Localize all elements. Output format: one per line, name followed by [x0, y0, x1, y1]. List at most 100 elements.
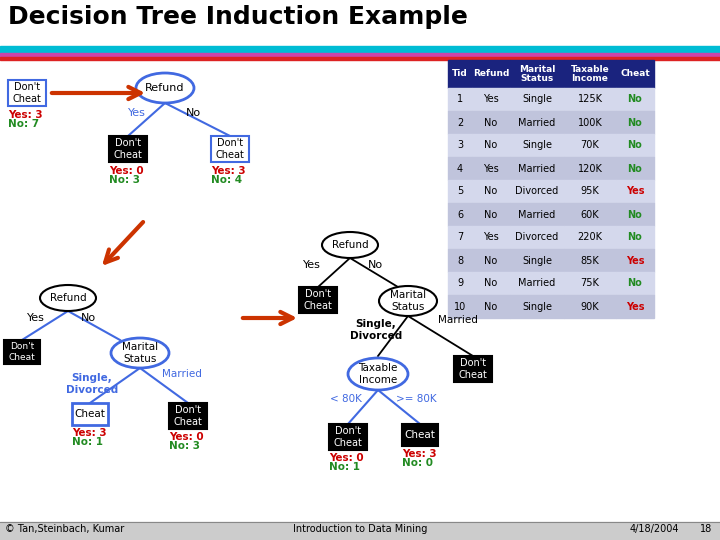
Text: Yes: Yes: [483, 233, 499, 242]
Text: 9: 9: [457, 279, 463, 288]
Text: 120K: 120K: [577, 164, 603, 173]
Text: Don't
Cheat: Don't Cheat: [215, 138, 244, 160]
Bar: [564, 134, 616, 157]
Text: Don't
Cheat: Don't Cheat: [174, 405, 202, 427]
Bar: [448, 180, 472, 203]
Text: Married: Married: [438, 315, 478, 325]
Text: 4: 4: [457, 164, 463, 173]
Text: 7: 7: [457, 233, 463, 242]
Bar: [510, 226, 564, 249]
Text: No: 1: No: 1: [72, 437, 103, 447]
Text: Refund: Refund: [332, 240, 369, 250]
Text: Decision Tree Induction Example: Decision Tree Induction Example: [8, 5, 468, 29]
Text: 8: 8: [457, 255, 463, 266]
Bar: [510, 272, 564, 295]
FancyBboxPatch shape: [211, 136, 249, 162]
Text: No: 1: No: 1: [329, 462, 360, 472]
Text: Don't
Cheat: Don't Cheat: [459, 358, 487, 380]
Bar: [472, 272, 510, 295]
Text: Refund: Refund: [473, 70, 509, 78]
Text: 2: 2: [457, 118, 463, 127]
Text: 85K: 85K: [580, 255, 599, 266]
FancyBboxPatch shape: [454, 356, 492, 382]
Text: 4/18/2004: 4/18/2004: [630, 524, 680, 534]
Bar: [616, 226, 654, 249]
Ellipse shape: [379, 286, 437, 316]
Text: © Tan,Steinbach, Kumar: © Tan,Steinbach, Kumar: [5, 524, 125, 534]
Bar: [448, 134, 472, 157]
Text: Married: Married: [162, 369, 202, 379]
Text: Don't
Cheat: Don't Cheat: [12, 82, 42, 104]
Bar: [510, 134, 564, 157]
FancyBboxPatch shape: [329, 424, 367, 450]
Text: Yes: 3: Yes: 3: [8, 110, 42, 120]
Bar: [616, 134, 654, 157]
Text: No: No: [485, 210, 498, 219]
Text: Cheat: Cheat: [75, 409, 105, 419]
Text: No: No: [628, 94, 642, 105]
Text: No: No: [485, 255, 498, 266]
Bar: [0, 522, 720, 540]
Text: Yes: Yes: [128, 108, 146, 118]
Bar: [510, 111, 564, 134]
Bar: [472, 226, 510, 249]
Text: No: No: [485, 279, 498, 288]
Text: No: 3: No: 3: [169, 441, 200, 451]
Text: Yes: Yes: [626, 255, 644, 266]
Bar: [564, 157, 616, 180]
Bar: [616, 88, 654, 111]
Text: Don't
Cheat: Don't Cheat: [333, 426, 362, 448]
Text: 75K: 75K: [580, 279, 600, 288]
Text: Single: Single: [522, 301, 552, 312]
Text: Married: Married: [518, 210, 556, 219]
Text: No: No: [81, 313, 96, 323]
Bar: [616, 157, 654, 180]
FancyBboxPatch shape: [169, 403, 207, 429]
Bar: [448, 60, 472, 88]
Bar: [564, 272, 616, 295]
Bar: [510, 180, 564, 203]
Text: Single: Single: [522, 140, 552, 151]
Text: No: No: [485, 301, 498, 312]
Bar: [564, 60, 616, 88]
Text: 70K: 70K: [580, 140, 599, 151]
Text: No: No: [628, 140, 642, 151]
Text: Introduction to Data Mining: Introduction to Data Mining: [293, 524, 427, 534]
Bar: [510, 203, 564, 226]
Bar: [564, 226, 616, 249]
Ellipse shape: [322, 232, 378, 258]
Text: 220K: 220K: [577, 233, 603, 242]
Text: Divorced: Divorced: [516, 186, 559, 197]
Text: Married: Married: [518, 118, 556, 127]
Text: Taxable
Income: Taxable Income: [571, 65, 609, 83]
Text: No: No: [628, 118, 642, 127]
Bar: [510, 157, 564, 180]
Text: Cheat: Cheat: [620, 70, 650, 78]
Bar: [448, 249, 472, 272]
Text: Yes: 0: Yes: 0: [329, 453, 364, 463]
Text: 125K: 125K: [577, 94, 603, 105]
Bar: [472, 111, 510, 134]
Text: No: No: [485, 186, 498, 197]
Text: 90K: 90K: [581, 301, 599, 312]
Bar: [564, 295, 616, 318]
Bar: [616, 249, 654, 272]
Bar: [472, 180, 510, 203]
Text: No: No: [367, 260, 382, 270]
Bar: [472, 134, 510, 157]
FancyBboxPatch shape: [299, 287, 337, 313]
Text: 18: 18: [700, 524, 712, 534]
Text: Tid: Tid: [452, 70, 468, 78]
Bar: [448, 295, 472, 318]
Text: Marital
Status: Marital Status: [122, 342, 158, 364]
Text: Taxable
Income: Taxable Income: [359, 363, 397, 385]
Bar: [564, 88, 616, 111]
Bar: [564, 249, 616, 272]
Bar: [448, 226, 472, 249]
Text: No: 0: No: 0: [402, 458, 433, 468]
Text: Marital
Status: Marital Status: [390, 290, 426, 312]
Text: 10: 10: [454, 301, 466, 312]
Bar: [448, 111, 472, 134]
Bar: [0, 53, 720, 57]
Text: Yes: Yes: [483, 94, 499, 105]
